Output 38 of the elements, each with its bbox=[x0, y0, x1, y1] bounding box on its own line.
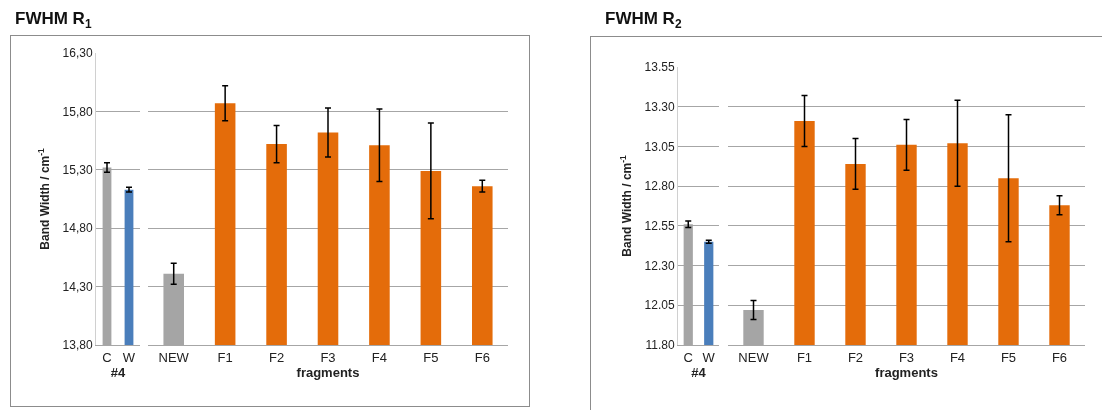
x-tick-label: F4 bbox=[371, 349, 388, 365]
y-tick-label: 13.55 bbox=[644, 60, 675, 75]
chart-title: FWHM R$_{2}$ bbox=[605, 9, 682, 31]
x-tick-label: F2 bbox=[268, 349, 285, 365]
x-tick-label: W bbox=[122, 349, 136, 365]
y-tick-label: 14,80 bbox=[62, 221, 93, 236]
x-tick-label: F5 bbox=[423, 349, 439, 365]
x-tick-label: F2 bbox=[847, 349, 864, 365]
x-tick-label: F4 bbox=[949, 349, 966, 365]
x-axis-title: fragments bbox=[296, 365, 360, 381]
y-tick-label: 12.80 bbox=[644, 179, 675, 194]
x-tick-label: F1 bbox=[796, 349, 813, 365]
chart-title: FWHM R$_{1}$ bbox=[15, 9, 92, 31]
y-tick-label: 15,30 bbox=[62, 163, 93, 177]
y-tick-label: 16,30 bbox=[62, 46, 93, 61]
y-tick-label: 11.80 bbox=[645, 338, 675, 353]
x-tick-label: NEW bbox=[738, 349, 770, 365]
y-tick-label: 13.05 bbox=[644, 139, 675, 154]
x-tick-label: C bbox=[102, 349, 112, 365]
x-tick-label: F3 bbox=[320, 349, 336, 365]
y-tick-label: 15,80 bbox=[62, 104, 93, 119]
y-tick-label: 12.55 bbox=[644, 219, 675, 234]
y-tick-label: 12.05 bbox=[644, 298, 675, 313]
x-tick-label: C bbox=[683, 349, 693, 365]
x-tick-label: F6 bbox=[1051, 349, 1068, 365]
x-tick-label: NEW bbox=[158, 349, 190, 365]
x-axis-title: #4 bbox=[110, 365, 126, 381]
y-tick-label: 12.30 bbox=[644, 258, 675, 273]
y-tick-label: 14,30 bbox=[62, 279, 93, 294]
y-tick-label: 13,80 bbox=[62, 338, 93, 353]
x-tick-label: F1 bbox=[217, 349, 233, 365]
x-tick-label: F3 bbox=[898, 349, 915, 365]
y-tick-label: 13.30 bbox=[644, 99, 675, 114]
x-tick-label: W bbox=[702, 349, 716, 365]
x-tick-label: F5 bbox=[1000, 349, 1017, 365]
x-axis-title: #4 bbox=[691, 365, 707, 381]
x-tick-label: F6 bbox=[474, 349, 490, 365]
x-axis-title: fragments bbox=[875, 365, 938, 381]
